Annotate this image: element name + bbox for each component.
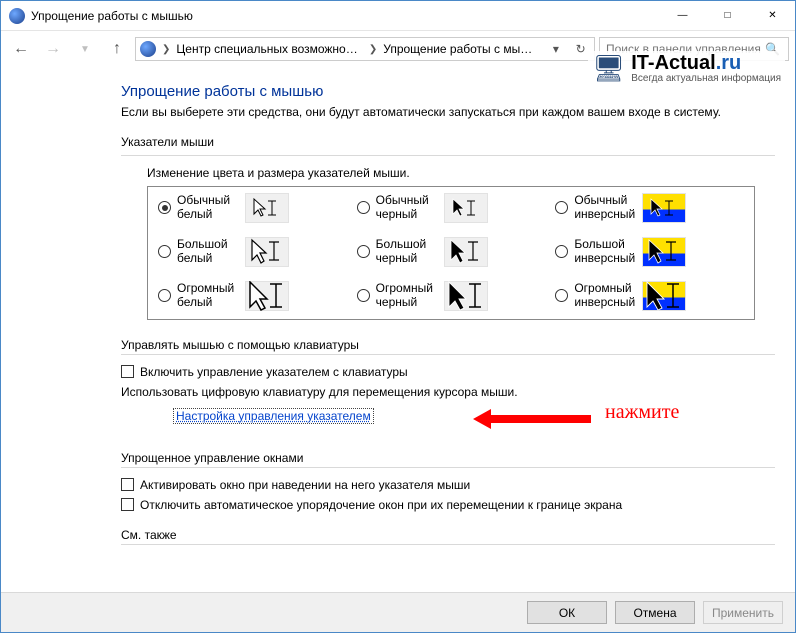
titlebar: Упрощение работы с мышью — □ ✕: [1, 1, 795, 31]
pointer-settings-link[interactable]: Настройка управления указателем: [173, 408, 374, 424]
back-button[interactable]: ←: [7, 35, 35, 63]
radio-icon[interactable]: [158, 245, 171, 258]
win-activate-label: Активировать окно при наведении на него …: [140, 478, 470, 492]
window-title: Упрощение работы с мышью: [31, 9, 193, 23]
kb-desc: Использовать цифровую клавиатуру для пер…: [121, 385, 775, 399]
radio-icon[interactable]: [357, 245, 370, 258]
pointer-option-huge-black[interactable]: Огромный черный: [357, 281, 546, 311]
divider: [121, 155, 775, 156]
address-bar[interactable]: ❯ Центр специальных возможносте… ❯ Упрощ…: [135, 37, 595, 61]
pointer-preview: [444, 237, 488, 267]
section-pointers-sub: Изменение цвета и размера указателей мыш…: [147, 166, 775, 180]
pointer-option-label: Большой белый: [177, 238, 239, 266]
kb-link-row: Настройка управления указателем нажмите: [173, 409, 775, 433]
minimize-button[interactable]: —: [660, 1, 705, 30]
up-button[interactable]: ↑: [103, 35, 131, 63]
pointer-option-huge-white[interactable]: Огромный белый: [158, 281, 347, 311]
app-icon: [9, 8, 25, 24]
pointer-preview: [642, 237, 686, 267]
pointer-options-box: Обычный белый Обычный черный Обычный инв…: [147, 186, 755, 320]
radio-icon[interactable]: [158, 289, 171, 302]
section-keyboard-title: Управлять мышью с помощью клавиатуры: [121, 338, 775, 352]
page-intro: Если вы выберете эти средства, они будут…: [121, 104, 721, 121]
radio-icon[interactable]: [357, 201, 370, 214]
pointer-option-label: Обычный инверсный: [574, 194, 636, 222]
pointer-preview: [642, 281, 686, 311]
win-snap-row[interactable]: Отключить автоматическое упорядочение ок…: [121, 498, 775, 512]
forward-button[interactable]: →: [39, 35, 67, 63]
cancel-button[interactable]: Отмена: [615, 601, 695, 624]
pointer-option-huge-inverse[interactable]: Огромный инверсный: [555, 281, 744, 311]
button-bar: ОК Отмена Применить: [1, 592, 795, 632]
breadcrumb-sep-icon: ❯: [369, 44, 377, 55]
monitor-icon: 🖥: [592, 53, 625, 84]
pointer-option-label: Большой инверсный: [574, 238, 636, 266]
pointer-preview: [444, 281, 488, 311]
divider: [121, 467, 775, 468]
watermark-subtitle: Всегда актуальная информация: [631, 73, 781, 84]
pointer-option-label: Обычный белый: [177, 194, 239, 222]
ok-button[interactable]: ОК: [527, 601, 607, 624]
radio-icon[interactable]: [357, 289, 370, 302]
breadcrumb-sep-icon: ❯: [162, 44, 170, 55]
section-windows-title: Упрощенное управление окнами: [121, 451, 775, 465]
breadcrumb-1[interactable]: Центр специальных возможносте…: [176, 42, 362, 56]
pointer-option-normal-black[interactable]: Обычный черный: [357, 193, 546, 223]
pointer-preview: [245, 281, 289, 311]
pointer-grid: Обычный белый Обычный черный Обычный инв…: [158, 193, 744, 311]
watermark: 🖥 IT-Actual.ru Всегда актуальная информа…: [588, 51, 785, 86]
kb-enable-row[interactable]: Включить управление указателем с клавиат…: [121, 365, 775, 379]
watermark-title: IT-Actual.ru: [631, 53, 781, 73]
pointer-option-large-white[interactable]: Большой белый: [158, 237, 347, 267]
pointer-option-large-inverse[interactable]: Большой инверсный: [555, 237, 744, 267]
pointer-preview: [245, 237, 289, 267]
divider: [121, 544, 775, 545]
see-also-title: См. также: [121, 528, 775, 542]
apply-button[interactable]: Применить: [703, 601, 783, 624]
pointer-option-label: Огромный белый: [177, 282, 239, 310]
win-snap-label: Отключить автоматическое упорядочение ок…: [140, 498, 622, 512]
checkbox-icon[interactable]: [121, 498, 134, 511]
section-pointers-title: Указатели мыши: [121, 135, 775, 149]
annotation-text: нажмите: [605, 401, 679, 424]
pointer-option-label: Большой черный: [376, 238, 438, 266]
window: Упрощение работы с мышью — □ ✕ ← → ▼ ↑ ❯…: [0, 0, 796, 633]
kb-enable-label: Включить управление указателем с клавиат…: [140, 365, 408, 379]
radio-icon[interactable]: [555, 289, 568, 302]
address-app-icon: [140, 41, 156, 57]
radio-icon[interactable]: [555, 201, 568, 214]
content-area: Упрощение работы с мышью Если вы выберет…: [1, 67, 795, 592]
pointer-option-large-black[interactable]: Большой черный: [357, 237, 546, 267]
pointer-preview: [245, 193, 289, 223]
pointer-option-label: Огромный черный: [376, 282, 438, 310]
checkbox-icon[interactable]: [121, 365, 134, 378]
pointer-preview: [444, 193, 488, 223]
pointer-preview: [642, 193, 686, 223]
history-dropdown[interactable]: ▼: [71, 35, 99, 63]
divider: [121, 354, 775, 355]
refresh-button[interactable]: ↻: [571, 42, 590, 56]
pointer-option-label: Огромный инверсный: [574, 282, 636, 310]
checkbox-icon[interactable]: [121, 478, 134, 491]
pointer-option-label: Обычный черный: [376, 194, 438, 222]
red-arrow-annotation: [473, 405, 593, 433]
win-activate-row[interactable]: Активировать окно при наведении на него …: [121, 478, 775, 492]
breadcrumb-2[interactable]: Упрощение работы с мышью: [383, 42, 534, 56]
radio-icon[interactable]: [555, 245, 568, 258]
maximize-button[interactable]: □: [705, 1, 750, 30]
pointer-option-normal-white[interactable]: Обычный белый: [158, 193, 347, 223]
address-dropdown-icon[interactable]: ▾: [547, 42, 566, 56]
close-button[interactable]: ✕: [750, 1, 795, 30]
pointer-option-normal-inverse[interactable]: Обычный инверсный: [555, 193, 744, 223]
radio-icon[interactable]: [158, 201, 171, 214]
